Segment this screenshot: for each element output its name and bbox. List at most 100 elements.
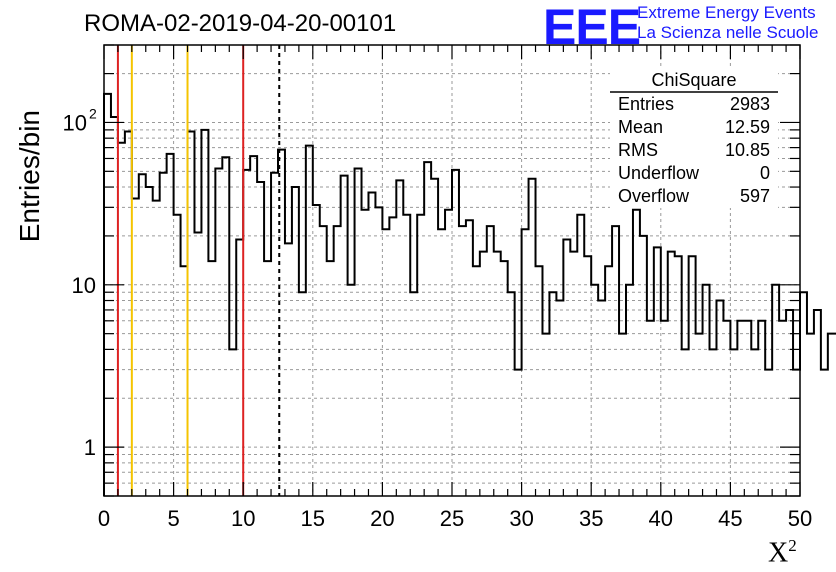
x-tick-label: 25	[440, 506, 464, 531]
histogram-bin	[466, 220, 473, 496]
stats-row-value: 10.85	[725, 140, 770, 160]
x-tick-label: 45	[718, 506, 742, 531]
stats-row-value: 597	[740, 186, 770, 206]
histogram-bin	[320, 226, 327, 496]
histogram-bin	[730, 349, 737, 496]
histogram-bin	[341, 176, 348, 496]
histogram-bin	[208, 261, 215, 496]
histogram-bin	[222, 157, 229, 496]
histogram-bin	[612, 226, 619, 496]
histogram-bin	[355, 169, 362, 496]
stats-row-value: 0	[760, 163, 770, 183]
histogram-bin	[529, 179, 536, 496]
histogram-bin	[515, 370, 522, 496]
histogram-bin	[703, 285, 710, 496]
histogram-bin	[821, 370, 828, 496]
histogram-bin	[696, 334, 703, 496]
histogram-bin	[577, 215, 584, 496]
histogram-bin	[549, 292, 556, 496]
histogram-bin	[633, 210, 640, 496]
histogram-bin	[591, 285, 598, 496]
histogram-bin	[800, 292, 807, 496]
histogram-bin	[146, 187, 153, 496]
histogram-bin	[807, 334, 814, 496]
histogram-bin	[132, 199, 139, 496]
histogram-bin	[313, 205, 320, 496]
histogram-bin	[118, 143, 125, 496]
x-tick-label: 15	[301, 506, 325, 531]
x-tick-label: 5	[167, 506, 179, 531]
histogram-bin	[793, 370, 800, 496]
histogram-bin	[403, 215, 410, 496]
histogram-bin	[452, 170, 459, 496]
histogram-bin	[375, 207, 382, 496]
histogram-bin	[710, 349, 717, 496]
y-tick-label-exponent: 2	[89, 105, 97, 121]
histogram-bin	[299, 292, 306, 496]
histogram-bin	[181, 266, 188, 496]
histogram-bin	[563, 240, 570, 496]
histogram-bin	[257, 182, 264, 496]
histogram-bin	[368, 193, 375, 496]
histogram-bin	[570, 252, 577, 496]
histogram-bin	[814, 310, 821, 496]
histogram-bin	[424, 162, 431, 496]
x-tick-label: 35	[579, 506, 603, 531]
histogram-bin	[751, 349, 758, 496]
histogram-bin	[438, 229, 445, 496]
histogram-bin	[160, 173, 167, 496]
histogram-bin	[306, 146, 313, 496]
histogram-bin	[382, 229, 389, 496]
histogram-bin	[431, 179, 438, 496]
histogram-bin	[494, 252, 501, 496]
histogram-bin	[758, 321, 765, 496]
histogram-bin	[194, 232, 201, 496]
histogram-bin	[668, 252, 675, 496]
histogram-bin	[250, 156, 257, 496]
histogram-bin	[744, 321, 751, 496]
histogram-bin	[285, 243, 292, 496]
histogram-bin	[445, 210, 452, 496]
stats-box-title: ChiSquare	[651, 70, 736, 90]
x-tick-label: 50	[788, 506, 812, 531]
histogram-bin	[334, 226, 341, 496]
histogram-bin	[584, 256, 591, 496]
stats-row-label: Mean	[618, 117, 663, 137]
chart-title: ROMA-02-2019-04-20-00101	[84, 10, 397, 37]
x-axis-label: X2	[768, 536, 797, 569]
histogram-bin	[201, 130, 208, 496]
histogram-bin	[522, 229, 529, 496]
histogram-bin	[348, 285, 355, 496]
histogram-bin	[174, 215, 181, 496]
histogram-bin	[598, 301, 605, 496]
x-tick-label: 40	[649, 506, 673, 531]
y-tick-label: 1	[84, 435, 96, 460]
histogram-bin	[737, 321, 744, 496]
y-tick-label: 10	[72, 273, 96, 298]
y-tick-label: 10	[63, 110, 87, 135]
histogram-bin	[661, 321, 668, 496]
histogram-bin	[167, 154, 174, 496]
stats-row-value: 2983	[730, 94, 770, 114]
histogram-bin	[125, 131, 132, 496]
histogram-bin	[243, 170, 250, 496]
histogram-series	[103, 92, 836, 496]
histogram-bin	[188, 131, 195, 496]
histogram-bin	[487, 226, 494, 496]
histogram-bin	[779, 321, 786, 496]
stats-row-label: Entries	[618, 94, 674, 114]
histogram-bin	[772, 285, 779, 496]
histogram-bin	[271, 173, 278, 496]
eee-logo: EEE	[543, 0, 641, 55]
stats-row-label: RMS	[618, 140, 658, 160]
x-tick-label: 0	[98, 506, 110, 531]
histogram-bin	[556, 301, 563, 496]
histogram-bin	[362, 210, 369, 496]
histogram-bin	[264, 261, 271, 496]
histogram-bin	[111, 117, 118, 496]
histogram-bin	[536, 266, 543, 496]
histogram-bin	[765, 370, 772, 496]
histogram-bin	[501, 261, 508, 496]
x-axis-label-base: X	[768, 537, 789, 569]
